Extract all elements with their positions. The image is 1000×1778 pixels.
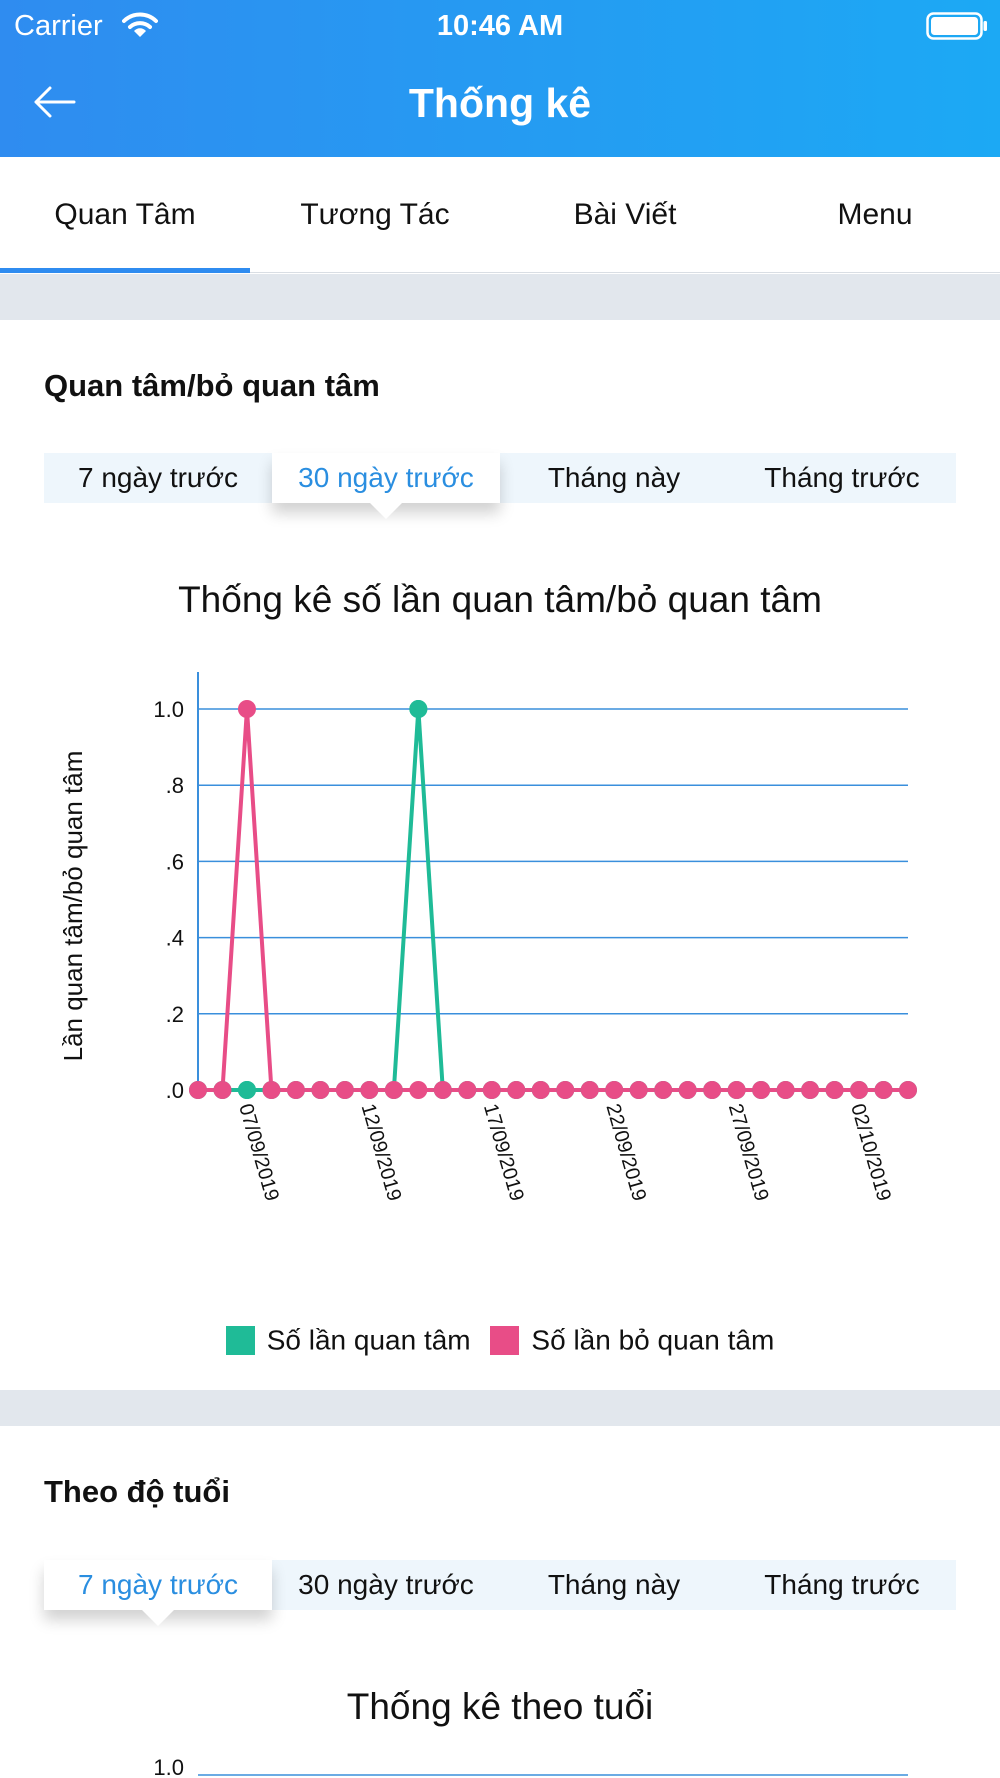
- status-bar: Carrier 10:46 AM: [0, 0, 1000, 50]
- data-point-unfollow: [237, 700, 256, 718]
- series-line-unfollow: [198, 707, 908, 1092]
- data-point-unfollow: [213, 1081, 232, 1099]
- data-point-unfollow: [850, 1081, 869, 1099]
- data-point-unfollow: [825, 1081, 844, 1099]
- y-tick-label: .2: [166, 1002, 184, 1027]
- data-point-unfollow: [433, 1081, 452, 1099]
- x-tick-label: 17/09/2019: [479, 1101, 528, 1203]
- status-time: 10:46 AM: [436, 10, 564, 42]
- data-point-unfollow: [629, 1081, 648, 1099]
- age-period-last-month[interactable]: Tháng trước: [764, 1569, 920, 1600]
- section-title-follow: Quan tâm/bỏ quan tâm: [44, 368, 380, 403]
- data-point-unfollow: [409, 1081, 428, 1099]
- tab-bai-viet[interactable]: Bài Viết: [573, 198, 677, 231]
- data-point-unfollow: [776, 1081, 795, 1099]
- data-point-unfollow: [752, 1081, 771, 1099]
- chart-title: Thống kê số lần quan tâm/bỏ quan tâm: [178, 579, 822, 620]
- data-point-unfollow: [286, 1081, 305, 1099]
- follow-line-chart: 1.0 .8 .6 .4 .2 .0 Lần quan tâm/bỏ quan tâm 07/…: [58, 672, 917, 1204]
- data-point-unfollow: [801, 1081, 820, 1099]
- wifi-icon: [122, 12, 158, 37]
- data-point-unfollow: [189, 1081, 207, 1099]
- legend-swatch-follow: [225, 1325, 255, 1355]
- data-point-unfollow: [531, 1081, 550, 1099]
- section-title-age: Theo độ tuổi: [44, 1474, 230, 1509]
- x-tick-label: 27/09/2019: [724, 1101, 773, 1203]
- data-point-unfollow: [874, 1081, 893, 1099]
- period-30-days[interactable]: 30 ngày trước: [272, 453, 500, 503]
- x-tick-label: 12/09/2019: [357, 1101, 406, 1203]
- x-tick-label: 22/09/2019: [601, 1101, 650, 1203]
- section-separator: [0, 1390, 1000, 1426]
- data-point-unfollow: [311, 1081, 330, 1099]
- legend-swatch-unfollow: [490, 1325, 520, 1355]
- data-point-unfollow: [654, 1081, 673, 1099]
- data-point-unfollow: [384, 1081, 403, 1099]
- age-chart-y-tick: 1.0: [153, 1755, 184, 1778]
- data-point-unfollow: [360, 1081, 379, 1099]
- carrier-label: Carrier: [14, 10, 103, 42]
- data-point-unfollow: [458, 1081, 477, 1099]
- page-title: Thống kê: [408, 80, 592, 126]
- data-point-unfollow: [605, 1081, 624, 1099]
- age-chart-peek: 1.0: [153, 1755, 908, 1778]
- series-line-follow: [198, 707, 908, 1092]
- app-header: Carrier 10:46 AM Thống kê: [0, 0, 1000, 157]
- y-tick-label: .8: [166, 773, 184, 798]
- active-tab-indicator: [0, 268, 250, 273]
- legend-item-unfollow: Số lần bỏ quan tâm: [490, 1323, 774, 1357]
- y-axis-label: Lần quan tâm/bỏ quan tâm: [58, 751, 88, 1062]
- data-point-unfollow: [703, 1081, 722, 1099]
- data-point-unfollow: [262, 1081, 281, 1099]
- legend-label-follow: Số lần quan tâm: [266, 1324, 471, 1356]
- y-tick-label: .4: [166, 926, 184, 951]
- age-period-7-days[interactable]: 7 ngày trước: [44, 1560, 272, 1610]
- section-separator: [0, 274, 1000, 320]
- period-selector-age: 7 ngày trước 30 ngày trước Tháng này Thá…: [44, 1560, 956, 1626]
- data-point-unfollow: [507, 1081, 526, 1099]
- chart-legend: Số lần quan tâm Số lần bỏ quan tâm: [0, 1322, 1000, 1358]
- main-tab-bar: Quan Tâm Tương Tác Bài Viết Menu: [0, 157, 1000, 273]
- data-point-unfollow: [678, 1081, 697, 1099]
- data-point-follow: [237, 1081, 256, 1099]
- battery-icon: [926, 12, 987, 40]
- period-last-month[interactable]: Tháng trước: [764, 462, 920, 493]
- active-period-pointer: [370, 503, 402, 519]
- period-this-month[interactable]: Tháng này: [547, 462, 681, 493]
- period-selector-follow: 7 ngày trước 30 ngày trước Tháng này Thá…: [44, 453, 956, 519]
- y-tick-label: .6: [166, 849, 184, 874]
- age-period-this-month[interactable]: Tháng này: [547, 1569, 681, 1600]
- age-chart-title: Thống kê theo tuổi: [346, 1686, 654, 1727]
- data-point-unfollow: [482, 1081, 501, 1099]
- y-tick-label: .0: [166, 1078, 184, 1103]
- y-tick-label: 1.0: [153, 697, 184, 722]
- data-point-unfollow: [556, 1081, 575, 1099]
- age-period-30-days[interactable]: 30 ngày trước: [298, 1569, 474, 1600]
- legend-label-unfollow: Số lần bỏ quan tâm: [531, 1324, 775, 1356]
- data-point-unfollow: [580, 1081, 599, 1099]
- legend-item-follow: Số lần quan tâm: [225, 1323, 471, 1357]
- x-tick-label: 07/09/2019: [234, 1101, 283, 1203]
- data-point-follow-peak: [409, 700, 428, 718]
- active-period-pointer: [142, 1610, 174, 1626]
- period-7-days[interactable]: 7 ngày trước: [77, 462, 239, 493]
- tab-tuong-tac[interactable]: Tương Tác: [300, 198, 450, 231]
- data-point-unfollow: [899, 1081, 917, 1099]
- x-tick-label: 02/10/2019: [846, 1101, 895, 1203]
- tab-quan-tam[interactable]: Quan Tâm: [54, 198, 196, 231]
- data-point-unfollow: [727, 1081, 746, 1099]
- arrow-left-icon[interactable]: [30, 82, 80, 122]
- tab-menu[interactable]: Menu: [837, 198, 913, 231]
- data-point-unfollow: [335, 1081, 354, 1099]
